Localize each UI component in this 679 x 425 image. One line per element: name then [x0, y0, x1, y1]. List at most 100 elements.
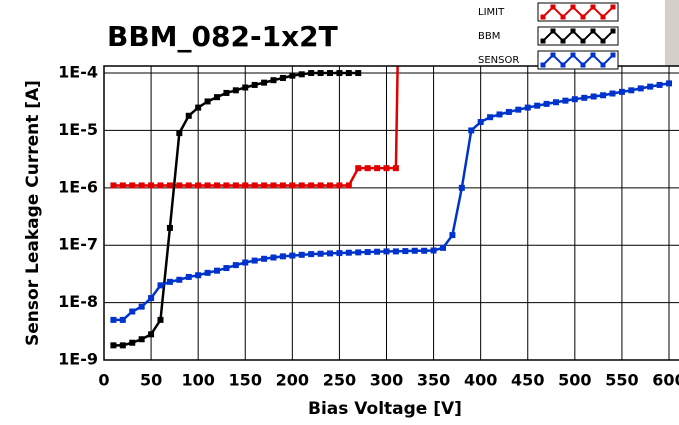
- series-line: [113, 82, 670, 322]
- x-tick-label: 350: [417, 371, 450, 390]
- legend: LIMIT BBM SENSOR: [478, 2, 619, 70]
- data-point: [411, 247, 418, 254]
- x-tick-label: 600: [652, 371, 679, 390]
- data-point: [204, 98, 211, 105]
- data-point: [364, 165, 371, 172]
- legend-marker: [560, 62, 566, 68]
- data-point: [242, 84, 249, 91]
- data-point: [251, 81, 258, 88]
- legend-marker: [610, 52, 616, 58]
- data-point: [308, 70, 315, 77]
- data-point: [119, 182, 126, 189]
- data-point: [317, 250, 324, 257]
- data-point: [119, 316, 126, 323]
- data-point: [392, 248, 399, 255]
- data-point: [345, 182, 352, 189]
- data-point: [383, 165, 390, 172]
- data-point: [289, 182, 296, 189]
- data-point: [157, 182, 164, 189]
- data-point: [327, 182, 333, 189]
- y-tick-label: 1E-6: [58, 177, 98, 196]
- x-tick-label: 300: [370, 371, 403, 390]
- data-point: [327, 70, 333, 77]
- data-point: [157, 316, 164, 323]
- data-point: [232, 262, 239, 269]
- legend-marker: [570, 28, 576, 34]
- x-tick-label: 450: [511, 371, 544, 390]
- data-point: [157, 282, 164, 289]
- legend-marker: [560, 38, 566, 44]
- data-point: [487, 114, 494, 121]
- series-line: [113, 66, 399, 187]
- data-point: [261, 255, 268, 262]
- legend-marker: [550, 52, 556, 58]
- data-point: [430, 247, 437, 254]
- data-point: [515, 106, 522, 113]
- data-point: [232, 87, 239, 94]
- data-point: [392, 165, 399, 172]
- data-point: [374, 165, 381, 172]
- data-point: [138, 336, 145, 343]
- data-point: [289, 252, 296, 259]
- data-point: [289, 72, 296, 79]
- y-tick-label: 1E-7: [58, 235, 98, 254]
- data-point: [421, 247, 428, 254]
- data-point: [581, 94, 588, 101]
- data-point: [214, 94, 220, 101]
- x-tick-label: 100: [181, 371, 214, 390]
- data-point: [600, 92, 607, 99]
- data-point: [327, 250, 333, 257]
- data-point: [345, 70, 352, 77]
- legend-marker: [550, 4, 556, 10]
- data-point: [251, 182, 258, 189]
- data-point: [383, 248, 390, 255]
- legend-marker: [600, 14, 606, 20]
- legend-marker: [600, 38, 606, 44]
- data-point: [637, 85, 644, 92]
- data-point: [242, 182, 249, 189]
- data-point: [214, 267, 220, 274]
- y-axis-title: Sensor Leakage Current [A]: [23, 80, 43, 346]
- data-point: [279, 182, 286, 189]
- data-point: [185, 182, 192, 189]
- data-point: [148, 182, 155, 189]
- y-tick-label: 1E-9: [58, 350, 98, 369]
- data-point: [110, 342, 117, 349]
- data-point: [223, 182, 230, 189]
- data-point: [355, 249, 362, 256]
- data-point: [440, 244, 446, 251]
- x-tick-label: 550: [605, 371, 638, 390]
- data-point: [204, 182, 211, 189]
- data-point: [628, 87, 635, 94]
- data-point: [204, 269, 211, 276]
- data-point: [298, 182, 305, 189]
- data-point: [195, 182, 202, 189]
- data-point: [166, 278, 173, 285]
- data-point: [562, 97, 569, 104]
- legend-marker: [540, 14, 546, 20]
- data-point: [138, 303, 145, 310]
- data-point: [355, 70, 362, 77]
- data-point: [477, 119, 484, 126]
- data-point: [129, 308, 136, 315]
- data-point: [279, 74, 286, 81]
- legend-marker: [560, 14, 566, 20]
- data-point: [279, 253, 286, 260]
- data-point: [119, 342, 126, 349]
- chart-title: BBM_082-1x2T: [107, 20, 338, 53]
- series-line: [113, 71, 359, 347]
- data-point: [666, 80, 672, 87]
- data-point: [270, 254, 277, 261]
- data-point: [166, 182, 173, 189]
- data-point: [270, 182, 277, 189]
- data-point: [590, 93, 597, 100]
- legend-marker: [570, 4, 576, 10]
- data-point: [374, 248, 381, 255]
- data-point: [308, 251, 315, 258]
- data-point: [261, 182, 268, 189]
- data-point: [336, 182, 343, 189]
- data-point: [496, 111, 503, 118]
- data-point: [110, 316, 117, 323]
- data-point: [251, 257, 258, 264]
